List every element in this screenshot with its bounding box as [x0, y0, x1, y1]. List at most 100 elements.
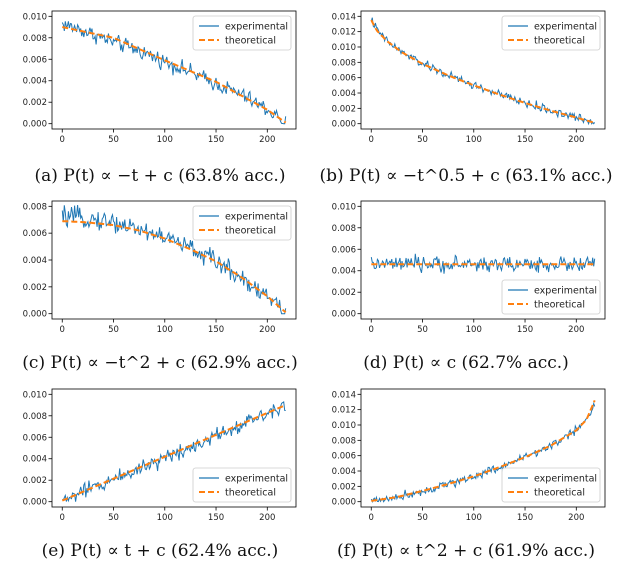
panel-caption: (e) P(t) ∝ t + c (62.4% acc.)	[42, 541, 279, 561]
x-tick-label: 50	[417, 325, 428, 335]
x-tick-label: 200	[259, 513, 275, 523]
legend-label-experimental: experimental	[225, 212, 288, 223]
x-tick-label: 0	[369, 325, 374, 335]
y-tick-label: 0.000	[332, 498, 356, 508]
x-tick-label: 100	[157, 325, 173, 335]
x-tick-label: 50	[108, 513, 119, 523]
y-tick-label: 0.000	[332, 120, 356, 130]
series-experimental-line	[370, 401, 596, 504]
legend-label-theoretical: theoretical	[534, 488, 585, 499]
y-tick-label: 0.000	[23, 498, 47, 508]
y-tick-label: 0.012	[332, 406, 356, 416]
y-tick-label: 0.004	[23, 77, 47, 87]
legend-label-theoretical: theoretical	[534, 300, 585, 311]
y-tick-label: 0.002	[332, 104, 356, 114]
chart-panel-a: 0 50 100 150 200 0.000 0.002 0.004 0.006 0.008 0.0…	[23, 10, 297, 186]
legend-label-experimental: experimental	[225, 474, 288, 485]
legend-box	[192, 15, 292, 51]
y-tick-label: 0.010	[23, 12, 47, 22]
legend: experimental theoretical	[192, 15, 292, 51]
x-tick-label: 50	[417, 513, 428, 523]
y-tick-label: 0.004	[23, 256, 47, 266]
y-tick-label: 0.002	[23, 98, 47, 108]
series-experimental-line	[370, 253, 596, 274]
y-tick-label: 0.008	[23, 412, 47, 422]
y-tick-label: 0.002	[332, 482, 356, 492]
series-experimental-line	[370, 17, 596, 126]
series-theoretical-line	[62, 26, 287, 124]
x-tick-label: 200	[568, 325, 584, 335]
y-tick-label: 0.000	[332, 310, 356, 320]
x-tick-label: 200	[259, 325, 275, 335]
x-tick-label: 100	[157, 135, 173, 145]
chart-panel-e: 0 50 100 150 200 0.000 0.002 0.004 0.006 0.008 0.0…	[23, 388, 297, 561]
y-tick-label: 0.006	[332, 74, 356, 84]
legend-label-theoretical: theoretical	[225, 488, 276, 499]
legend-label-theoretical: theoretical	[225, 36, 276, 47]
y-tick-label: 0.004	[332, 267, 356, 277]
legend: experimental theoretical	[501, 279, 601, 315]
x-tick-label: 0	[369, 513, 374, 523]
y-tick-label: 0.008	[332, 224, 356, 234]
x-tick-label: 100	[466, 325, 482, 335]
y-tick-label: 0.000	[23, 120, 47, 130]
panel-caption: (b) P(t) ∝ −t^0.5 + c (63.1% acc.)	[320, 166, 613, 186]
y-tick-label: 0.002	[332, 288, 356, 298]
y-tick-label: 0.006	[23, 433, 47, 443]
x-tick-label: 0	[60, 135, 65, 145]
y-tick-label: 0.004	[23, 455, 47, 465]
x-tick-label: 0	[60, 325, 65, 335]
legend-box	[501, 15, 601, 51]
panel-caption: (f) P(t) ∝ t^2 + c (61.9% acc.)	[337, 541, 595, 561]
x-tick-label: 150	[208, 325, 224, 335]
x-tick-label: 200	[568, 135, 584, 145]
x-tick-label: 100	[466, 135, 482, 145]
chart-panel-b: 0 50 100 150 200 0.000 0.002 0.004 0.006 0.008 0.0…	[320, 10, 613, 186]
y-tick-label: 0.008	[332, 436, 356, 446]
plot-frame	[360, 388, 606, 508]
x-tick-label: 100	[466, 513, 482, 523]
y-tick-label: 0.000	[23, 310, 47, 320]
series-experimental-line	[61, 401, 286, 503]
legend-label-experimental: experimental	[225, 22, 288, 33]
legend: experimental theoretical	[501, 15, 601, 51]
series-theoretical-line	[371, 400, 596, 502]
legend-label-theoretical: theoretical	[534, 36, 585, 47]
x-tick-label: 150	[517, 325, 533, 335]
x-tick-label: 200	[568, 513, 584, 523]
y-tick-label: 0.008	[332, 58, 356, 68]
legend: experimental theoretical	[192, 205, 292, 241]
y-tick-label: 0.006	[23, 55, 47, 65]
y-tick-label: 0.010	[332, 421, 356, 431]
x-tick-label: 150	[208, 135, 224, 145]
legend-label-experimental: experimental	[534, 286, 597, 297]
panel-caption: (a) P(t) ∝ −t + c (63.8% acc.)	[35, 166, 286, 186]
y-tick-label: 0.004	[332, 467, 356, 477]
y-tick-label: 0.008	[23, 202, 47, 212]
chart-panel-d: 0 50 100 150 200 0.000 0.002 0.004 0.006 0.008 0.0…	[332, 200, 606, 373]
y-tick-label: 0.006	[23, 229, 47, 239]
legend: experimental theoretical	[192, 467, 292, 503]
x-tick-label: 50	[108, 325, 119, 335]
chart-panel-f: 0 50 100 150 200 0.000 0.002 0.004 0.006 0.008 0.0…	[332, 388, 606, 561]
y-tick-label: 0.010	[332, 202, 356, 212]
legend-label-experimental: experimental	[534, 22, 597, 33]
y-tick-label: 0.014	[332, 390, 356, 400]
plot-frame	[360, 10, 606, 130]
legend-box	[192, 467, 292, 503]
y-tick-label: 0.002	[23, 283, 47, 293]
x-tick-label: 50	[417, 135, 428, 145]
y-tick-label: 0.002	[23, 476, 47, 486]
x-tick-label: 0	[60, 513, 65, 523]
legend-label-theoretical: theoretical	[225, 226, 276, 237]
plot-frame	[51, 388, 297, 508]
x-tick-label: 150	[517, 135, 533, 145]
panel-caption: (d) P(t) ∝ c (62.7% acc.)	[363, 353, 569, 373]
legend-box	[192, 205, 292, 241]
y-tick-label: 0.006	[332, 245, 356, 255]
x-tick-label: 50	[108, 135, 119, 145]
y-tick-label: 0.010	[332, 43, 356, 53]
x-tick-label: 100	[157, 513, 173, 523]
y-tick-label: 0.006	[332, 452, 356, 462]
chart-panel-c: 0 50 100 150 200 0.000 0.002 0.004 0.006 0.008 exp…	[22, 200, 298, 373]
